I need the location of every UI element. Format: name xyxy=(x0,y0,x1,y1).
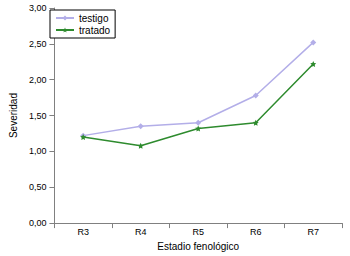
svg-text:R5: R5 xyxy=(192,227,204,237)
svg-text:0,50: 0,50 xyxy=(29,182,47,192)
svg-text:1,50: 1,50 xyxy=(29,111,47,121)
svg-text:R3: R3 xyxy=(77,227,89,237)
svg-text:Severidad: Severidad xyxy=(8,93,19,138)
svg-text:R7: R7 xyxy=(307,227,319,237)
svg-text:2,50: 2,50 xyxy=(29,39,47,49)
svg-text:3,00: 3,00 xyxy=(29,3,47,13)
svg-text:Estadio fenológico: Estadio fenológico xyxy=(157,241,239,252)
svg-text:R4: R4 xyxy=(135,227,147,237)
svg-text:R6: R6 xyxy=(250,227,262,237)
svg-text:1,00: 1,00 xyxy=(29,146,47,156)
svg-text:testigo: testigo xyxy=(79,13,109,24)
svg-text:0,00: 0,00 xyxy=(29,218,47,228)
svg-text:2,00: 2,00 xyxy=(29,75,47,85)
svg-text:tratado: tratado xyxy=(79,25,111,36)
